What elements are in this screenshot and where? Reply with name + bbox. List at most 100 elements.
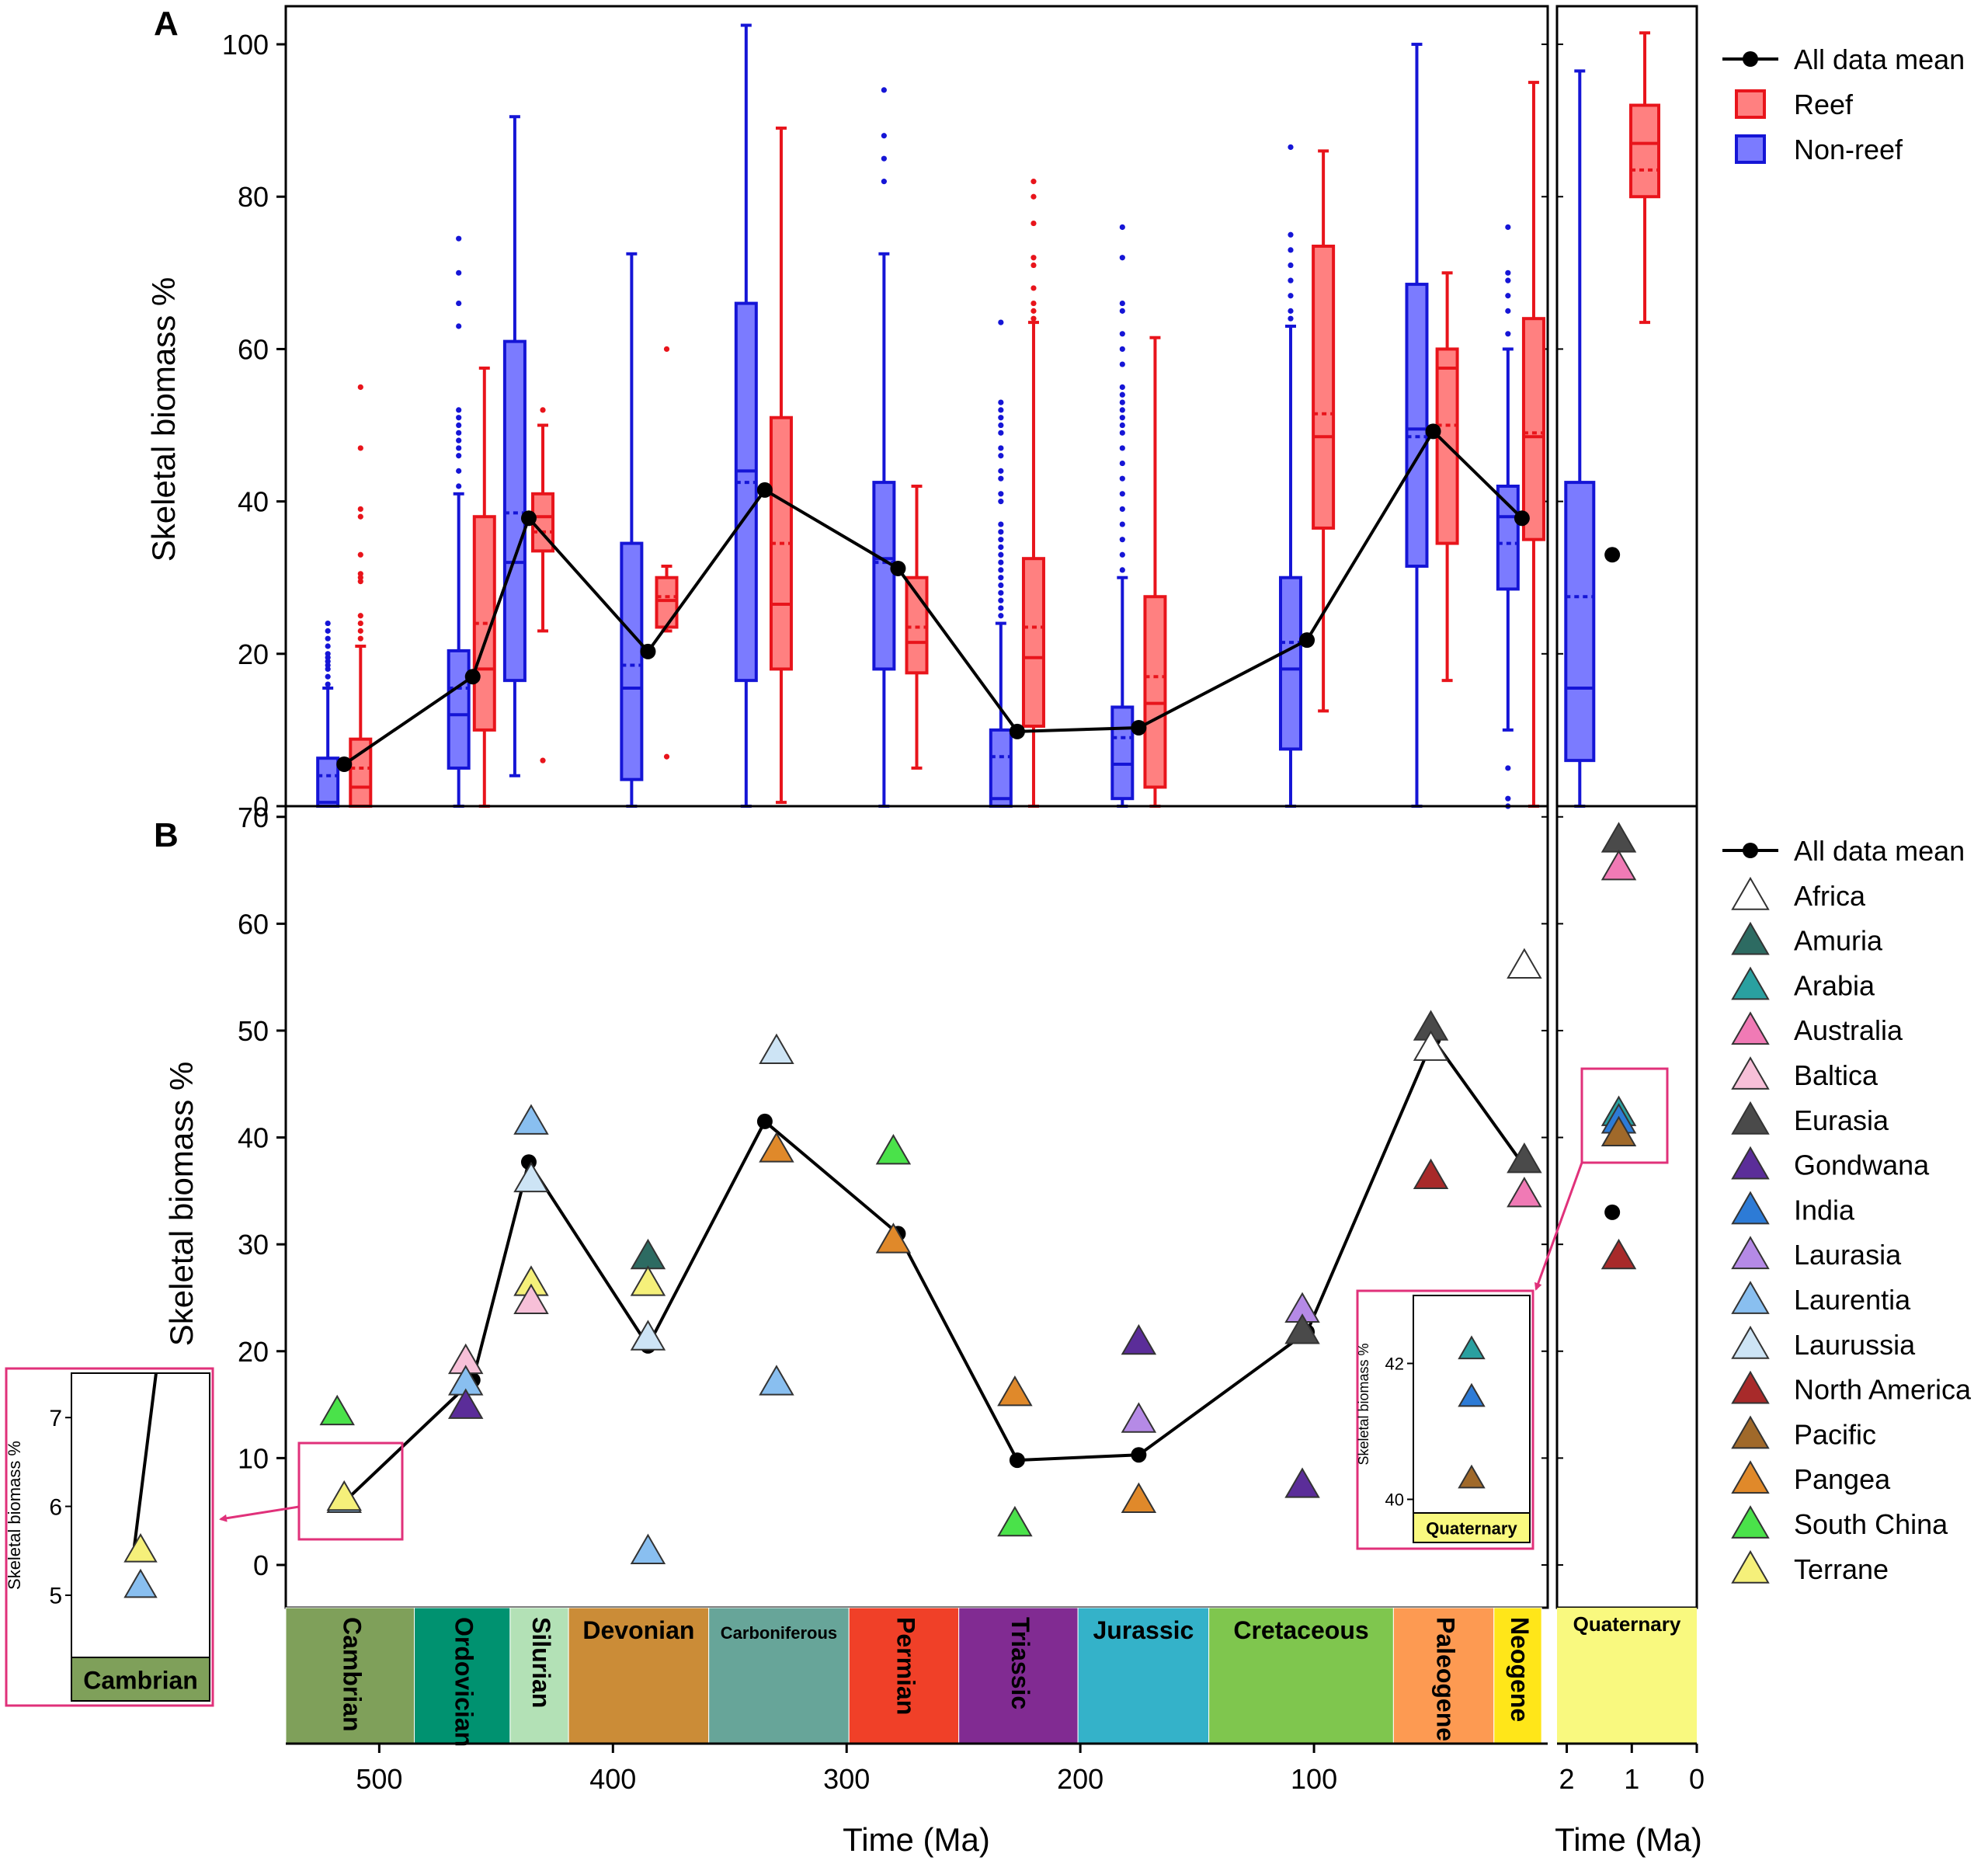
box-outlier (1505, 765, 1511, 771)
box-outlier (1505, 270, 1511, 276)
period-label: Ordovician (450, 1617, 478, 1747)
cambrian-highlight-box (297, 1441, 404, 1541)
panel-a-mean-point (640, 643, 656, 659)
box-iqr (1312, 245, 1336, 530)
box-reef (1521, 81, 1545, 808)
box-outlier (456, 270, 462, 276)
inset-mean-line (133, 1372, 158, 1547)
panel-b-y-tick-label: 0 (253, 1549, 269, 1581)
quaternary-x-tick-label: 2 (1559, 1763, 1575, 1795)
triangle-terrane (630, 1265, 666, 1296)
panel-a-y-tick-label: 40 (238, 486, 269, 518)
box-outlier (1119, 255, 1125, 261)
period-label: Carboniferous (721, 1623, 837, 1643)
legend-triangle (1731, 1101, 1770, 1135)
quaternary-x-axis-title: Time (Ma) (1555, 1821, 1702, 1858)
box-outlier (998, 468, 1004, 474)
box-reef (1435, 271, 1459, 683)
box-outlier (1119, 551, 1125, 558)
panel-b-y-tick-label: 10 (238, 1442, 269, 1474)
legend-label: South China (1794, 1508, 1948, 1540)
inset-y-tick-label: 40 (1385, 1490, 1404, 1509)
period-jurassic (1077, 1607, 1210, 1744)
period-cambrian (285, 1607, 415, 1744)
quaternary-x-tick-label: 0 (1689, 1763, 1705, 1795)
triangle-eurasia (1284, 1313, 1320, 1344)
box-outlier (1030, 255, 1037, 261)
panel-a-mean-point (1131, 719, 1147, 736)
triangle-amuria (630, 1238, 666, 1270)
box-outlier (456, 323, 462, 329)
period-devonian (568, 1607, 710, 1744)
box-outlier (357, 613, 363, 619)
quaternary-highlight-box (1580, 1067, 1669, 1164)
period-label: Jurassic (1093, 1616, 1194, 1644)
legend-label: Australia (1794, 1014, 1903, 1046)
inset-y-label: Skeletal biomass % (1356, 1343, 1371, 1465)
box-outlier (998, 453, 1004, 459)
x-tick-label: 500 (356, 1763, 402, 1795)
box-outlier (663, 753, 670, 760)
box-outlier (1030, 300, 1037, 307)
legend-label: All data mean (1794, 43, 1965, 75)
triangle-gondwana (1284, 1467, 1320, 1498)
panel-b-y-label: Skeletal biomass % (163, 1062, 200, 1347)
triangle-laurussia (759, 1033, 794, 1065)
box-outlier (325, 681, 331, 687)
legend-triangle (1731, 921, 1770, 955)
box-iqr (620, 541, 644, 781)
box-nonreef (1405, 43, 1429, 808)
insets: 5 6 7 Skeletal biomass % Cambrian 40 42 Skelet… (5, 1067, 1669, 1707)
box-outlier (357, 628, 363, 634)
legend-label: India (1794, 1194, 1855, 1226)
triangle-south-china (875, 1134, 912, 1165)
box-outlier (1119, 346, 1125, 353)
box-outlier (1030, 308, 1037, 314)
triangle-australia (1600, 849, 1637, 881)
box-outlier (1119, 331, 1125, 337)
inset-triangle (123, 1568, 158, 1598)
legend-triangle (1731, 1549, 1770, 1584)
box-outlier (325, 651, 331, 657)
box-nonreef (1564, 69, 1596, 808)
box-outlier (357, 384, 363, 391)
box-outlier (1030, 285, 1037, 291)
inset-triangle (1458, 1382, 1486, 1407)
box-outlier (357, 506, 363, 513)
panel-b-mean-line (342, 1035, 1524, 1504)
legend-label: Amuria (1794, 925, 1883, 957)
triangle-eurasia (1507, 1142, 1542, 1174)
box-outlier (456, 445, 462, 451)
inset-period-band (1413, 1512, 1531, 1543)
box-reef (1629, 31, 1661, 325)
box-iqr (1564, 481, 1596, 763)
box-iqr (531, 492, 555, 553)
box-outlier (456, 483, 462, 489)
box-outlier (1119, 537, 1125, 543)
period-label: Silurian (527, 1617, 555, 1708)
triangle-laurasia (1121, 1402, 1157, 1433)
panel-b-mean-point (1131, 1447, 1147, 1463)
legend-triangle (1731, 1325, 1770, 1359)
box-reef (1143, 336, 1167, 808)
box-outlier (456, 300, 462, 307)
panel-a-mean-point (756, 482, 773, 498)
box-outlier (1119, 391, 1125, 398)
box-outlier (881, 87, 887, 93)
box-outlier (998, 589, 1004, 596)
period-ordovician (414, 1607, 511, 1744)
box-outlier (998, 499, 1004, 505)
legend-triangle (1731, 1191, 1770, 1225)
box-iqr (1021, 557, 1045, 729)
panel-a-y-tick-label: 60 (238, 333, 269, 365)
triangle-baltica (513, 1283, 549, 1315)
box-outlier (1119, 445, 1125, 451)
box-outlier (998, 319, 1004, 325)
box-outlier (1288, 231, 1294, 238)
triangle-gondwana (447, 1388, 484, 1419)
box-iqr (1110, 705, 1135, 801)
box-outlier (881, 155, 887, 162)
panel-b-y-tick-label: 40 (238, 1122, 269, 1154)
box-iqr (734, 301, 758, 683)
box-outlier (998, 529, 1004, 535)
